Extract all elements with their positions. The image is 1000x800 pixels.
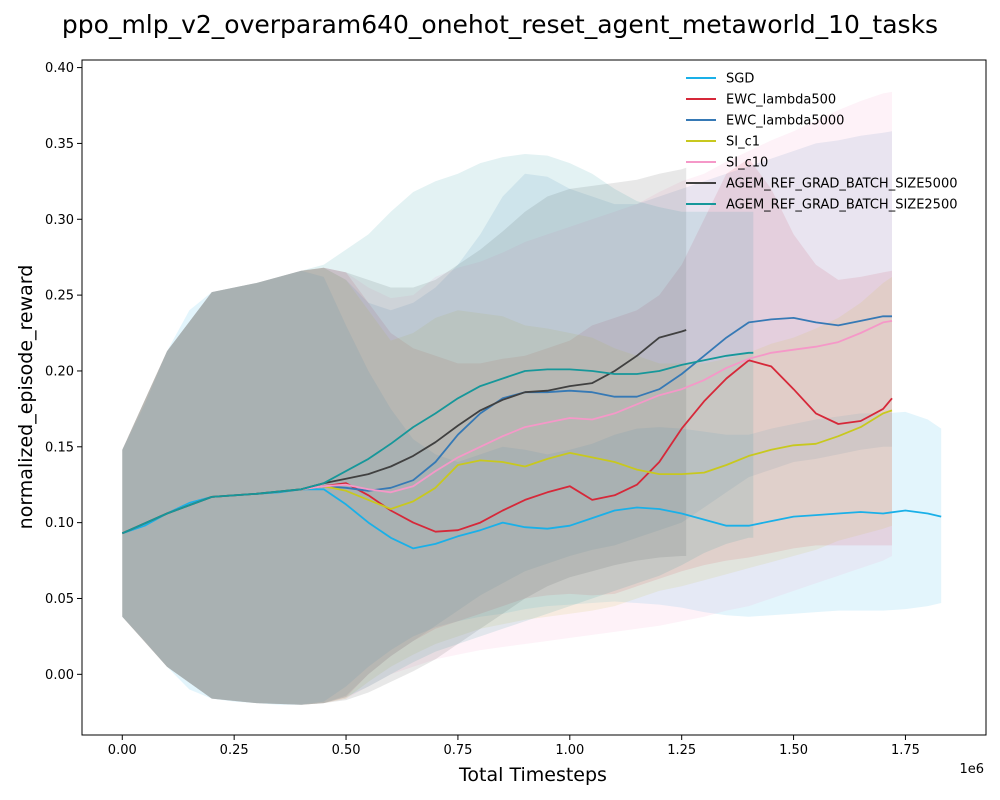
legend-entry: SI_c1 xyxy=(726,135,760,150)
band-agem-ref-grad-batch-size5000 xyxy=(122,167,687,705)
x-axis-label: Total Timesteps xyxy=(458,764,607,786)
y-tick-label: 0.15 xyxy=(45,440,74,455)
x-tick-label: 0.25 xyxy=(220,743,249,758)
y-tick-label: 0.05 xyxy=(45,592,74,607)
y-tick-label: 0.25 xyxy=(45,289,74,304)
chart-title: ppo_mlp_v2_overparam640_onehot_reset_age… xyxy=(62,10,938,39)
legend-entry: EWC_lambda5000 xyxy=(726,114,844,129)
line-si-c10 xyxy=(121,320,893,535)
y-tick-label: 0.00 xyxy=(45,668,74,683)
y-axis-ticks: 0.00 0.05 0.10 0.15 0.20 0.25 0.30 0.35 0.40 xyxy=(45,61,82,683)
x-axis-ticks: 0.00 0.25 0.50 0.75 1.00 1.25 1.50 1.75 xyxy=(108,735,920,758)
band-ewc-lambda5000 xyxy=(122,131,893,705)
legend-entry: SI_c10 xyxy=(726,156,768,171)
y-axis-label: normalized_episode_reward xyxy=(15,265,37,530)
x-tick-label: 1.50 xyxy=(779,743,808,758)
x-tick-label: 1.00 xyxy=(555,743,584,758)
series-lines xyxy=(121,315,942,550)
band-si-c1 xyxy=(122,267,893,705)
y-tick-label: 0.40 xyxy=(45,61,74,76)
band-sgd xyxy=(122,270,942,705)
legend-entry: AGEM_REF_GRAD_BATCH_SIZE2500 xyxy=(726,198,958,213)
x-tick-label: 1.75 xyxy=(891,743,920,758)
line-si-c1 xyxy=(121,409,893,535)
legend-entry: AGEM_REF_GRAD_BATCH_SIZE5000 xyxy=(726,177,958,192)
legend-entry: SGD xyxy=(726,72,754,87)
y-tick-label: 0.35 xyxy=(45,137,74,152)
band-ewc-lambda500 xyxy=(122,158,893,705)
legend-entry: EWC_lambda500 xyxy=(726,93,836,108)
plot-frame xyxy=(81,59,987,736)
legend: SGD EWC_lambda500 EWC_lambda5000 SI_c1 SI_c1… xyxy=(686,72,958,213)
x-tick-label: 0.00 xyxy=(108,743,137,758)
y-tick-label: 0.10 xyxy=(45,516,74,531)
y-tick-label: 0.20 xyxy=(45,364,74,379)
x-offset-label: 1e6 xyxy=(959,762,984,777)
line-agem-ref-grad-batch-size2500 xyxy=(121,351,754,535)
x-tick-label: 0.50 xyxy=(332,743,361,758)
x-tick-label: 0.75 xyxy=(443,743,472,758)
y-tick-label: 0.30 xyxy=(45,213,74,228)
band-agem-ref-grad-batch-size2500 xyxy=(122,154,754,705)
x-tick-label: 1.25 xyxy=(667,743,696,758)
